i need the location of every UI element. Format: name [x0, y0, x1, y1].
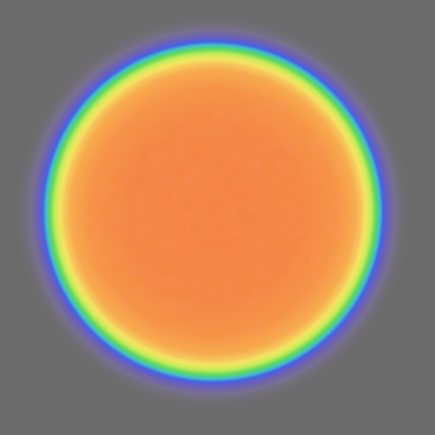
beam-texture — [63, 62, 363, 362]
